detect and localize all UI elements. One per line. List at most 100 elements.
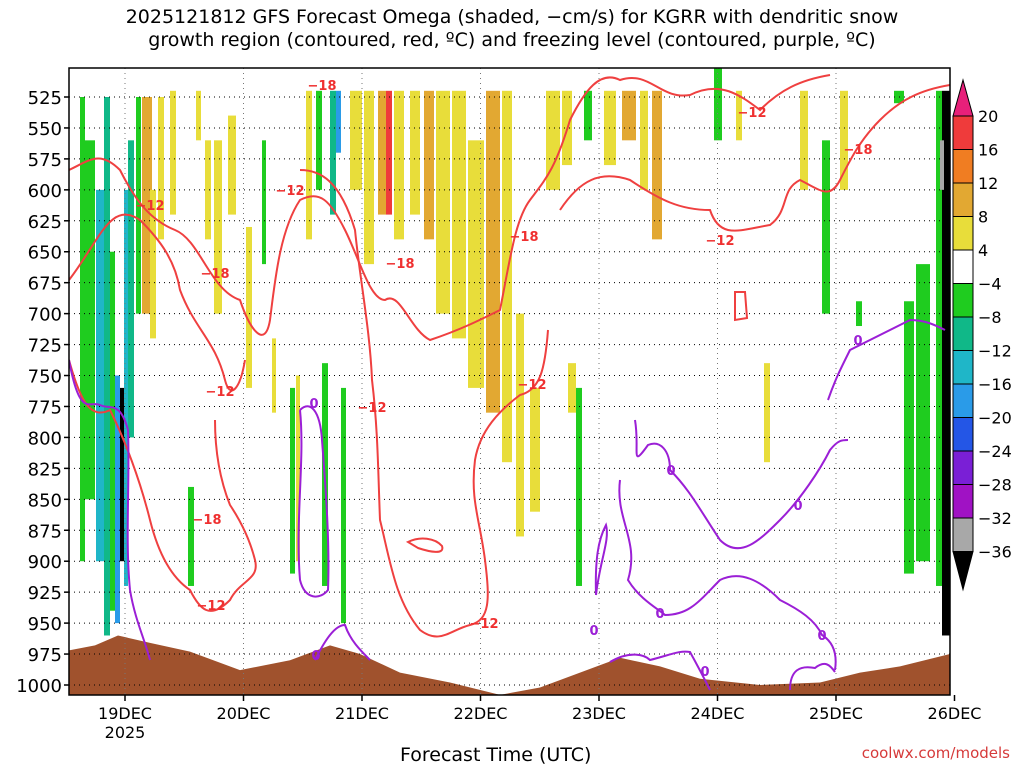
contour-label-red: −12 [470, 617, 499, 632]
grid-lines [69, 68, 950, 695]
colorbar-label: −24 [978, 442, 1012, 461]
omega-band [246, 226, 252, 388]
colorbar-swatch [952, 115, 974, 150]
colorbar-swatch [952, 350, 974, 385]
terrain-fill [69, 635, 950, 695]
colorbar-swatch [952, 383, 974, 418]
y-tick-label: 675 [28, 274, 62, 295]
omega-band [306, 90, 312, 240]
contour-label-red: −12 [206, 385, 235, 400]
freezing-level-contour-purple [69, 359, 151, 661]
omega-band [568, 363, 576, 413]
omega-band [104, 97, 110, 636]
omega-band [800, 90, 808, 190]
freezing-level-contour-purple [618, 479, 837, 671]
y-tick-label: 575 [28, 150, 62, 171]
omega-band [584, 90, 592, 141]
colorbar-label: 8 [978, 208, 988, 227]
omega-band [452, 90, 466, 339]
x-tick-label: 21DEC [335, 704, 389, 723]
freezing-level-contour-purple [827, 318, 946, 401]
chart-title: 2025121812 GFS Forecast Omega (shaded, −… [0, 6, 1024, 52]
colorbar-swatch [952, 149, 974, 184]
x-tick-label: 19DEC [98, 704, 152, 723]
y-tick-label: 775 [28, 397, 62, 418]
contour-label-red: −12 [136, 199, 165, 214]
omega-band [341, 387, 346, 624]
contour-label-purple: 0 [793, 499, 802, 514]
omega-band [316, 90, 322, 190]
y-tick-label: 950 [28, 614, 62, 635]
x-tick-label: 26DEC [928, 704, 982, 723]
omega-band [394, 90, 404, 240]
omega-band [85, 140, 95, 500]
omega-band [228, 115, 236, 215]
omega-band [764, 363, 770, 463]
contour-label-red: −12 [706, 234, 735, 249]
colorbar-label: −12 [978, 342, 1012, 361]
omega-band [80, 97, 85, 562]
omega-band [546, 90, 560, 190]
dgz-contour-red [734, 291, 749, 322]
y-tick-label: 625 [28, 212, 62, 233]
omega-band [940, 140, 944, 190]
omega-band [136, 97, 141, 314]
contour-label-red: −18 [844, 143, 873, 158]
omega-shading [80, 68, 950, 636]
y-tick-label: 550 [28, 119, 62, 140]
omega-band [468, 140, 484, 388]
contour-label-red: −12 [197, 599, 226, 614]
omega-band [124, 189, 128, 586]
x-axis-title: Forecast Time (UTC) [400, 744, 592, 766]
colorbar-label: −8 [978, 308, 1002, 327]
colorbar-top-arrow [952, 78, 974, 117]
omega-band [188, 486, 194, 586]
y-axis: 525 550 575 600 625 650 675 700 725 750 775 800 825 8… [16, 88, 69, 697]
colorbar-swatch [952, 517, 974, 552]
colorbar-label: −4 [978, 275, 1002, 294]
dgz-contour-red [69, 213, 246, 392]
colorbar-swatch [952, 450, 974, 485]
omega-band [196, 90, 201, 141]
credit-link[interactable]: coolwx.com/models [861, 744, 1010, 762]
colorbar-label: 4 [978, 241, 988, 260]
omega-band [205, 140, 211, 240]
omega-band [115, 375, 120, 624]
x-tick-label: 24DEC [691, 704, 745, 723]
y-tick-label: 850 [28, 490, 62, 511]
dgz-contour-red [405, 537, 444, 553]
title-line-1: 2025121812 GFS Forecast Omega (shaded, −… [125, 6, 899, 28]
freezing-level-contour-purple [789, 662, 836, 691]
omega-band [714, 68, 722, 141]
omega-band [296, 375, 300, 562]
omega-band [120, 387, 124, 562]
colorbar-swatch [952, 484, 974, 519]
omega-band [170, 90, 176, 215]
omega-band [290, 387, 295, 574]
y-tick-label: 1000 [16, 676, 62, 697]
x-tick-label: 22DEC [454, 704, 508, 723]
colorbar-label: −32 [978, 509, 1012, 528]
contour-label-red: −18 [193, 513, 222, 528]
contour-label-purple: 0 [700, 665, 709, 680]
x-tick-label: 20DEC [217, 704, 271, 723]
y-tick-label: 750 [28, 367, 62, 388]
omega-band [486, 90, 500, 413]
contour-label-purple: 0 [853, 334, 862, 349]
dgz-contour-red [299, 169, 549, 638]
contour-label-red: −18 [201, 267, 230, 282]
freezing-level-contour-purple [594, 522, 608, 596]
y-tick-label: 650 [28, 243, 62, 264]
omega-band [530, 387, 540, 512]
omega-band [736, 90, 742, 141]
contour-label-red: −12 [738, 106, 767, 121]
omega-band [822, 140, 830, 314]
colorbar-swatch [952, 283, 974, 318]
colorbar-label: −20 [978, 409, 1012, 428]
colorbar-label: 16 [978, 141, 998, 160]
omega-band [142, 97, 152, 314]
x-year-label: 2025 [105, 723, 146, 742]
colorbar-label: 20 [978, 107, 998, 126]
freezing-level-contour-purple [634, 419, 849, 550]
